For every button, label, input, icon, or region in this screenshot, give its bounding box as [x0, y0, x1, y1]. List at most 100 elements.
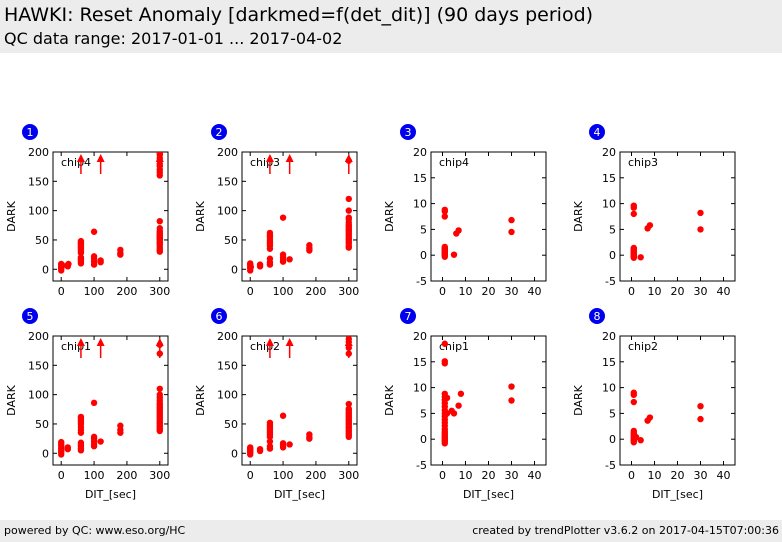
y-tick-label: 15	[602, 356, 616, 369]
scatter-plot-8: 0 10 20 30 40 -5 0 5 10 15 20 DARK DIT_[sec] chip2 8	[572, 308, 736, 501]
y-tick-label: 0	[42, 263, 49, 276]
plot-index-number: 1	[27, 126, 34, 139]
data-point	[646, 222, 654, 229]
y-tick-label: -5	[416, 275, 427, 288]
data-point	[508, 228, 515, 236]
data-point	[345, 214, 352, 221]
data-point	[266, 229, 274, 237]
y-tick-label: -5	[416, 459, 427, 472]
y-tick-label: 100	[217, 205, 238, 218]
x-tick-label: 300	[149, 285, 170, 298]
outlier-arrow-head	[265, 154, 274, 162]
y-tick-label: 50	[224, 234, 238, 247]
chip-label: chip2	[628, 340, 658, 353]
x-tick-label: 0	[439, 469, 446, 482]
data-point	[345, 195, 352, 203]
chip-label: chip2	[250, 340, 280, 353]
x-tick-label: 0	[58, 285, 65, 298]
x-tick-label: 40	[717, 469, 731, 482]
plot-frame	[52, 151, 169, 282]
data-point	[90, 399, 98, 407]
y-tick-label: 50	[224, 418, 238, 431]
data-point	[279, 440, 287, 447]
data-point	[65, 260, 72, 268]
plot-index-badge	[400, 308, 416, 324]
y-tick-label: 0	[609, 249, 616, 262]
scatter-plot-2: 0 100 200 300 0 50 100 150 200 DARK chip3 2	[194, 124, 359, 298]
data-point	[630, 389, 637, 396]
data-point	[457, 390, 465, 397]
data-point	[90, 433, 98, 441]
data-point	[441, 243, 448, 251]
chip-label: chip1	[61, 340, 91, 353]
data-point	[450, 410, 458, 417]
outlier-arrow-head	[76, 338, 85, 346]
scatter-plot-3: 0 10 20 30 40 -5 0 5 10 15 20 DARK chip4 3	[383, 124, 547, 298]
x-axis-label: DIT_[sec]	[652, 488, 703, 501]
x-tick-label: 200	[305, 285, 326, 298]
x-tick-label: 40	[528, 285, 542, 298]
data-point	[345, 400, 352, 408]
y-tick-label: 10	[602, 382, 616, 395]
y-axis-label: DARK	[5, 384, 18, 415]
scatter-plot-4: 0 10 20 30 40 -5 0 5 10 15 20 DARK chip3 4	[572, 124, 736, 298]
report-footer: powered by QC: www.eso.org/HC created by…	[0, 520, 782, 542]
outlier-arrow-head	[155, 154, 164, 162]
plot-index-number: 3	[405, 126, 412, 139]
data-point	[97, 257, 104, 264]
data-point	[58, 438, 65, 446]
report-header: HAWKI: Reset Anomaly [darkmed=f(det_dit)…	[0, 0, 782, 53]
x-axis-label: DIT_[sec]	[85, 488, 136, 501]
data-point	[630, 244, 637, 252]
data-point	[345, 405, 352, 412]
data-point	[508, 216, 515, 224]
y-axis-label: DARK	[194, 384, 207, 415]
data-point	[455, 227, 462, 234]
data-point	[441, 206, 448, 213]
x-tick-label: 200	[116, 469, 137, 482]
y-tick-label: 0	[231, 447, 238, 460]
data-point	[77, 254, 85, 261]
plot-index-number: 4	[594, 126, 601, 139]
data-point	[508, 397, 515, 404]
x-tick-label: 100	[84, 285, 105, 298]
y-tick-label: 200	[217, 146, 238, 159]
y-tick-label: 0	[420, 249, 427, 262]
data-point	[58, 261, 66, 268]
plot-frame	[52, 335, 169, 466]
footer-powered-by: powered by QC: www.eso.org/HC	[4, 524, 186, 537]
page-title: HAWKI: Reset Anomaly [darkmed=f(det_dit)…	[4, 4, 594, 26]
y-tick-label: 20	[413, 330, 427, 343]
y-tick-label: 0	[231, 263, 238, 276]
data-points	[58, 341, 163, 458]
y-tick-label: 20	[602, 146, 616, 159]
y-tick-label: 0	[420, 433, 427, 446]
y-tick-label: 15	[413, 172, 427, 185]
data-point	[697, 415, 704, 423]
data-point	[306, 242, 313, 249]
data-point	[697, 226, 704, 233]
outlier-arrow-head	[96, 338, 105, 346]
x-tick-label: 20	[482, 469, 496, 482]
x-tick-label: 20	[482, 285, 496, 298]
page-subtitle: QC data range: 2017-01-01 ... 2017-04-02	[4, 29, 343, 48]
data-point	[441, 340, 448, 347]
x-tick-label: 200	[116, 285, 137, 298]
data-point	[256, 261, 264, 268]
y-tick-label: 50	[35, 234, 49, 247]
data-point	[77, 439, 85, 446]
data-point	[637, 254, 644, 261]
plot-frame	[241, 151, 358, 282]
plot-index-badge	[22, 124, 38, 140]
data-point	[632, 433, 640, 441]
y-tick-label: 200	[28, 330, 49, 343]
x-tick-label: 30	[694, 285, 708, 298]
data-point	[306, 431, 313, 438]
plot-index-badge	[589, 308, 605, 324]
y-tick-label: 150	[217, 359, 238, 372]
x-tick-label: 20	[671, 469, 685, 482]
outlier-arrow-head	[265, 338, 274, 346]
scatter-plot-1: 0 100 200 300 0 50 100 150 200 DARK chip4 1	[5, 124, 170, 298]
plot-index-number: 6	[216, 310, 223, 323]
data-point	[156, 391, 163, 398]
